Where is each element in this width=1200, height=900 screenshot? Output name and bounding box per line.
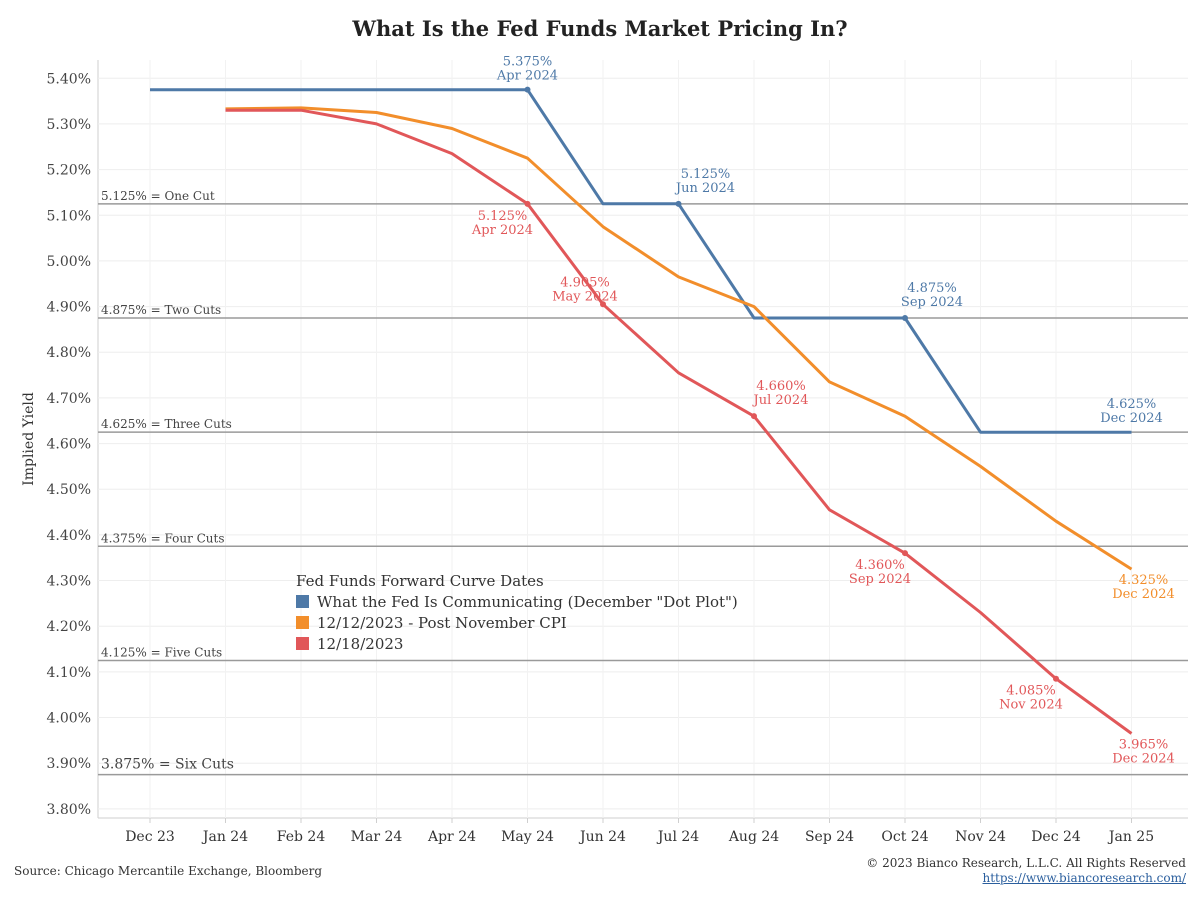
y-tick-label: 3.90% [47,756,91,772]
y-tick-label: 4.00% [47,711,91,727]
x-tick-label: May 24 [501,829,554,845]
data-point-marker [600,301,606,308]
data-label-value: 4.660% [756,379,806,394]
data-label-date: Jul 2024 [752,393,809,408]
data-label-date: May 2024 [552,289,618,304]
data-label-date: Apr 2024 [471,223,533,238]
data-label-date: Sep 2024 [849,572,911,587]
data-label-value: 5.125% [681,167,731,182]
data-point-marker [675,200,682,207]
legend-swatch [296,616,309,629]
y-tick-label: 3.80% [47,802,91,818]
y-axis-label: Implied Yield [21,392,37,486]
data-point-marker [524,200,531,207]
x-tick-label: Jun 24 [578,829,626,845]
data-label-value: 4.325% [1119,573,1169,588]
data-label-date: Dec 2024 [1100,411,1163,426]
y-tick-label: 5.20% [47,163,91,179]
y-tick-label: 5.40% [47,71,91,87]
reference-line-label: 5.125% = One Cut [101,189,215,203]
data-point-marker [902,314,908,321]
data-point-marker [902,550,908,557]
x-tick-label: Dec 23 [125,829,175,845]
x-tick-label: Sep 24 [805,829,854,845]
x-tick-label: Aug 24 [728,829,779,845]
y-tick-label: 5.30% [47,117,91,133]
legend-swatch [296,637,309,650]
reference-line-label: 4.125% = Five Cuts [101,645,222,659]
x-tick-label: Jan 24 [201,829,248,845]
y-tick-label: 5.10% [47,208,91,224]
data-label-value: 4.875% [907,281,957,296]
chart-title: What Is the Fed Funds Market Pricing In? [352,16,848,41]
x-tick-label: Oct 24 [881,829,928,845]
y-tick-label: 4.10% [47,665,91,681]
data-label-value: 4.905% [560,275,610,290]
reference-line-label: 4.375% = Four Cuts [101,531,225,545]
legend-item-label: 12/12/2023 - Post November CPI [317,614,567,632]
y-tick-label: 4.90% [47,300,91,316]
source-note: Source: Chicago Mercantile Exchange, Blo… [14,864,323,878]
data-label-date: Sep 2024 [901,295,963,310]
reference-line-label: 3.875% = Six Cuts [101,757,234,773]
footer-credits: © 2023 Bianco Research, L.L.C. All Right… [866,856,1186,886]
x-tick-label: Nov 24 [955,829,1006,845]
data-label-date: Nov 2024 [999,698,1063,713]
x-tick-label: Jul 24 [656,829,699,845]
data-label-date: Apr 2024 [496,69,558,84]
legend-swatch [296,595,309,608]
x-tick-label: Feb 24 [277,829,326,845]
series-line-1 [150,88,1132,434]
data-point-marker [751,413,757,420]
x-tick-label: Mar 24 [351,829,403,845]
y-tick-label: 4.20% [47,619,91,635]
reference-line-label: 4.625% = Three Cuts [101,417,232,431]
y-tick-label: 4.50% [47,482,91,498]
y-tick-label: 5.00% [47,254,91,270]
y-tick-label: 4.30% [47,574,91,590]
y-tick-label: 4.60% [47,437,91,453]
data-point-marker [524,86,531,93]
data-label-value: 4.625% [1107,397,1157,412]
data-label-value: 5.125% [478,209,528,224]
data-label-value: 5.375% [503,55,553,70]
data-label-value: 4.085% [1006,684,1056,699]
data-point-marker [1053,675,1059,682]
copyright-text: © 2023 Bianco Research, L.L.C. All Right… [866,856,1186,870]
reference-line-label: 4.875% = Two Cuts [101,303,221,317]
y-tick-label: 4.70% [47,391,91,407]
data-label-value: 3.965% [1119,738,1169,753]
legend-item-label: 12/18/2023 [317,635,403,653]
x-tick-label: Jan 25 [1107,829,1154,845]
website-link[interactable]: https://www.biancoresearch.com/ [982,871,1186,885]
series-line-3 [225,108,1133,735]
series-line-2 [225,106,1133,571]
data-label-date: Jun 2024 [674,181,735,196]
data-label-date: Dec 2024 [1112,752,1175,767]
x-tick-label: Dec 24 [1031,829,1081,845]
y-tick-label: 4.40% [47,528,91,544]
x-tick-label: Apr 24 [427,829,476,845]
legend-item-label: What the Fed Is Communicating (December … [317,593,738,611]
y-tick-label: 4.80% [47,345,91,361]
data-label-value: 4.360% [855,558,905,573]
data-label-date: Dec 2024 [1112,587,1175,602]
legend-title: Fed Funds Forward Curve Dates [296,572,544,590]
